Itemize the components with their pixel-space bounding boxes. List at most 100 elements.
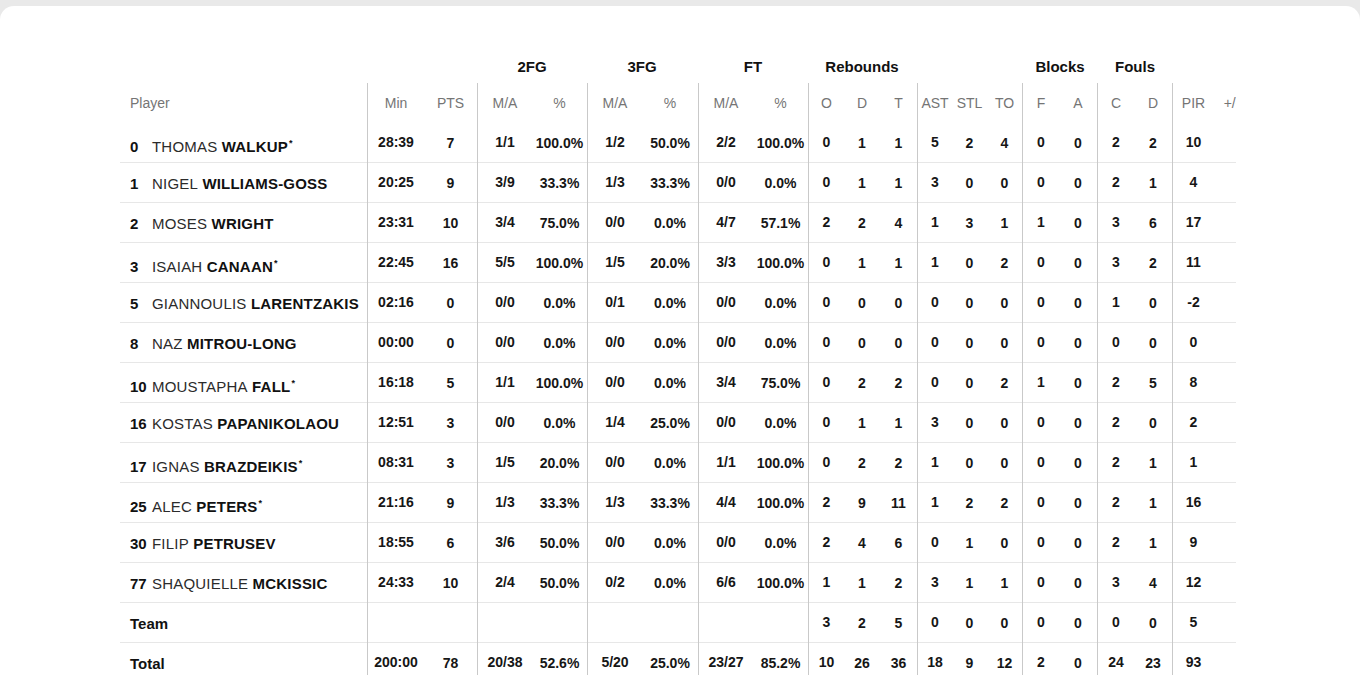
- stat-cell: 5: [917, 123, 952, 163]
- stat-cell: 0: [424, 284, 477, 323]
- stat-cell: 0: [952, 364, 987, 403]
- player-name-cell[interactable]: 10MOUSTAPHA FALL*: [120, 364, 367, 403]
- player-row[interactable]: 25ALEC PETERS*21:1691/333.3%1/333.3%4/41…: [120, 483, 1236, 523]
- stat-cell: 2: [987, 364, 1022, 403]
- stat-cell: 18:55: [367, 523, 424, 563]
- stat-cell: 2: [844, 444, 880, 483]
- stat-cell: 00:00: [367, 323, 424, 363]
- stat-cell: 4: [987, 124, 1022, 163]
- stat-cell: 0: [1059, 564, 1097, 603]
- player-row[interactable]: 10MOUSTAPHA FALL*16:1851/1100.0%0/00.0%3…: [120, 363, 1236, 403]
- stat-cell: 0: [1134, 324, 1172, 363]
- column-header-t: T: [880, 83, 917, 123]
- jersey-number: 16: [130, 404, 152, 443]
- player-row[interactable]: 1NIGEL WILLIAMS-GOSS20:2593/933.3%1/333.…: [120, 163, 1236, 203]
- player-row[interactable]: 77SHAQUIELLE MCKISSIC24:33102/450.0%0/20…: [120, 563, 1236, 603]
- stat-cell: 1: [844, 404, 880, 443]
- stat-cell: 1: [987, 564, 1022, 603]
- player-row[interactable]: 30FILIP PETRUSEV18:5563/650.0%0/00.0%0/0…: [120, 523, 1236, 563]
- stat-cell: 0: [1059, 124, 1097, 163]
- group-header-blocks: Blocks: [1035, 57, 1084, 74]
- stat-cell: 100.0%: [532, 124, 587, 163]
- stat-cell: 0: [808, 283, 844, 323]
- stat-cell: [532, 604, 587, 643]
- stat-cell: 100.0%: [753, 484, 808, 523]
- player-first-name: MOUSTAPHA: [152, 367, 252, 406]
- player-first-name: KOSTAS: [152, 404, 217, 443]
- stat-cell: 9: [1172, 523, 1214, 563]
- player-row[interactable]: 17IGNAS BRAZDEIKIS*08:3131/520.0%0/00.0%…: [120, 443, 1236, 483]
- player-row[interactable]: 3ISAIAH CANAAN*22:45165/5100.0%1/520.0%3…: [120, 243, 1236, 283]
- stat-cell: 1/3: [587, 163, 642, 203]
- stat-cell: 2: [808, 203, 844, 243]
- stat-cell: 02:16: [367, 283, 424, 323]
- stat-cell: [1214, 324, 1236, 363]
- stat-cell: 1: [917, 483, 952, 523]
- stat-cell: 3: [952, 204, 987, 243]
- group-header-3fg: 3FG: [627, 57, 656, 74]
- stat-cell: 4: [1134, 564, 1172, 603]
- player-name-cell[interactable]: 2MOSES WRIGHT: [120, 204, 367, 243]
- player-row[interactable]: 0THOMAS WALKUP*28:3971/1100.0%1/250.0%2/…: [120, 123, 1236, 163]
- stat-cell: 0.0%: [753, 524, 808, 563]
- stat-cell: 25.0%: [642, 404, 698, 443]
- player-name-cell[interactable]: 17IGNAS BRAZDEIKIS*: [120, 444, 367, 483]
- stat-cell: 93: [1172, 643, 1214, 675]
- stat-cell: 0.0%: [642, 324, 698, 363]
- stat-cell: [1214, 364, 1236, 403]
- stat-cell: 100.0%: [753, 124, 808, 163]
- stat-cell: 12: [987, 644, 1022, 675]
- stat-cell: 78: [424, 644, 477, 675]
- stat-cell: 9: [424, 164, 477, 203]
- stat-cell: 0: [1134, 404, 1172, 443]
- stat-cell: 9: [424, 484, 477, 523]
- stat-cell: 0.0%: [753, 284, 808, 323]
- stat-cell: 0: [1134, 284, 1172, 323]
- jersey-number: 17: [130, 447, 152, 486]
- player-name-cell[interactable]: 77SHAQUIELLE MCKISSIC: [120, 564, 367, 603]
- stat-cell: 50.0%: [532, 524, 587, 563]
- player-row[interactable]: 8NAZ MITROU-LONG00:0000/00.0%0/00.0%0/00…: [120, 323, 1236, 363]
- stat-cell: [753, 604, 808, 643]
- stat-cell: 2: [1134, 124, 1172, 163]
- player-name-cell[interactable]: 30FILIP PETRUSEV: [120, 524, 367, 563]
- stat-cell: 1/1: [477, 123, 532, 163]
- stat-cell: 4: [1172, 163, 1214, 203]
- player-last-name: FALL*: [252, 364, 295, 406]
- stat-cell: 0: [952, 444, 987, 483]
- player-row[interactable]: 16KOSTAS PAPANIKOLAOU12:5130/00.0%1/425.…: [120, 403, 1236, 443]
- player-row[interactable]: 5GIANNOULIS LARENTZAKIS02:1600/00.0%0/10…: [120, 283, 1236, 323]
- stat-cell: 0: [987, 444, 1022, 483]
- stat-cell: 1: [1134, 444, 1172, 483]
- stat-cell: 0: [987, 404, 1022, 443]
- stat-cell: 3: [424, 404, 477, 443]
- player-name-cell[interactable]: 1NIGEL WILLIAMS-GOSS: [120, 164, 367, 203]
- stat-cell: 4: [844, 524, 880, 563]
- player-name-cell[interactable]: 3ISAIAH CANAAN*: [120, 244, 367, 283]
- stat-cell: 1: [1134, 164, 1172, 203]
- stat-cell: 0: [987, 524, 1022, 563]
- stat-cell: 0: [952, 604, 987, 643]
- player-name-cell[interactable]: 0THOMAS WALKUP*: [120, 124, 367, 163]
- stat-cell: 0.0%: [642, 564, 698, 603]
- stat-cell: 100.0%: [753, 444, 808, 483]
- stat-cell: 0/0: [587, 203, 642, 243]
- stat-cell: 0: [987, 604, 1022, 643]
- player-name-cell[interactable]: 5GIANNOULIS LARENTZAKIS: [120, 284, 367, 323]
- stat-cell: 23: [1134, 644, 1172, 675]
- player-row[interactable]: 2MOSES WRIGHT23:31103/475.0%0/00.0%4/757…: [120, 203, 1236, 243]
- player-first-name: THOMAS: [152, 127, 222, 166]
- stat-cell: 0: [1059, 444, 1097, 483]
- player-name-cell[interactable]: 8NAZ MITROU-LONG: [120, 324, 367, 363]
- stat-cell: [1214, 444, 1236, 483]
- player-first-name: FILIP: [152, 524, 193, 563]
- player-name-cell[interactable]: 16KOSTAS PAPANIKOLAOU: [120, 404, 367, 443]
- jersey-number: 3: [130, 247, 152, 286]
- stat-cell: 100.0%: [532, 244, 587, 283]
- stat-cell: [587, 603, 642, 643]
- stat-cell: 16: [424, 244, 477, 283]
- stat-cell: 0: [1022, 483, 1059, 523]
- player-name-cell[interactable]: 25ALEC PETERS*: [120, 484, 367, 523]
- player-first-name: ISAIAH: [152, 247, 207, 286]
- stat-cell: [424, 604, 477, 643]
